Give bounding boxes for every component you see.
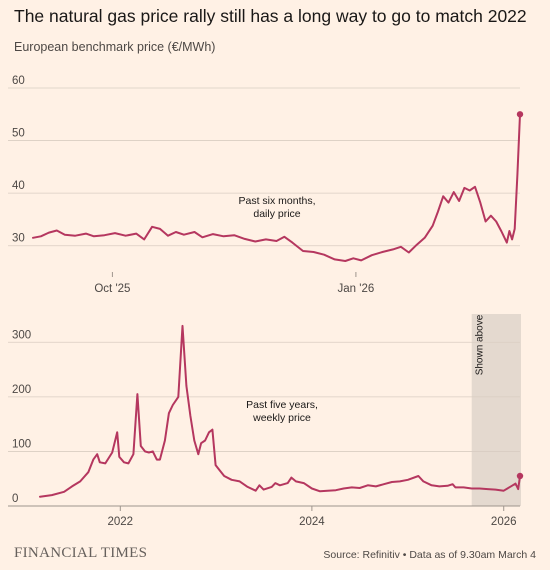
panel1-ytick-label: 60 xyxy=(12,75,25,87)
panel2-shaded-region xyxy=(471,314,521,506)
panel2-xtick-label: 2026 xyxy=(491,516,517,528)
panel1-price-line xyxy=(32,113,521,262)
panel2-ytick-label: 300 xyxy=(12,329,31,341)
panel1-xtick-label: Oct '25 xyxy=(94,283,130,295)
panel2-latest-point xyxy=(516,472,524,480)
panel1-latest-point xyxy=(516,111,524,118)
panel2-xtick-label: 2024 xyxy=(299,516,325,528)
panel1-ytick-label: 50 xyxy=(12,128,25,140)
panel2-xtick-label: 2022 xyxy=(108,516,134,528)
panel2-shaded-label: Shown above xyxy=(475,314,486,375)
panel1-annotation-line: daily price xyxy=(253,208,300,220)
panel2-ytick-label: 200 xyxy=(12,384,31,396)
panel2-price-line xyxy=(39,324,521,498)
panel2-ytick-label: 100 xyxy=(12,438,31,450)
panel1-xtick-label: Jan '26 xyxy=(338,283,375,295)
chart-title: The natural gas price rally still has a … xyxy=(14,6,527,26)
source-note: Source: Refinitiv • Data as of 9.30am Ma… xyxy=(323,549,536,561)
panel2-annotation-line: Past five years, xyxy=(246,399,318,411)
brand-logo-text: FINANCIAL TIMES xyxy=(14,545,148,561)
chart-subtitle: European benchmark price (€/MWh) xyxy=(14,40,216,54)
panel1-ytick-label: 30 xyxy=(12,233,25,245)
panel2-ytick-label: 0 xyxy=(12,493,18,505)
panel1-ytick-label: 40 xyxy=(12,180,25,192)
panel2-annotation-line: weekly price xyxy=(252,412,311,424)
panel1-annotation-line: Past six months, xyxy=(238,195,315,207)
